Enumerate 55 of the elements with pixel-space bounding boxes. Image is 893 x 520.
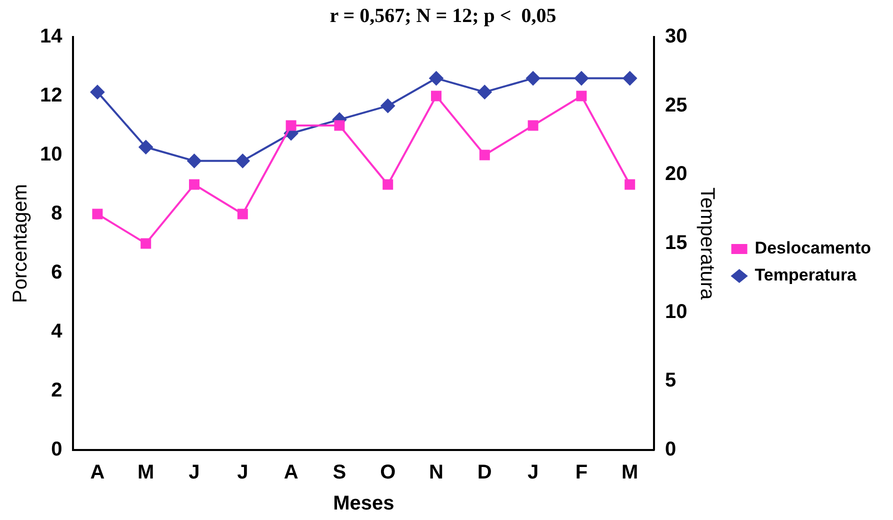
y2-tick-label: 20 [665, 163, 688, 186]
x-tick-label: N [429, 462, 444, 484]
point [187, 154, 202, 168]
x-tick-label: J [237, 462, 248, 484]
point [380, 98, 395, 113]
point [92, 208, 103, 220]
x-tick-label: F [575, 462, 588, 484]
x-tick-label: A [90, 462, 105, 484]
point [140, 238, 152, 249]
legend-label: Temperatura [754, 266, 858, 285]
point [622, 71, 637, 86]
y2-tick-label: 15 [665, 232, 688, 254]
point [286, 120, 296, 131]
point [237, 208, 248, 220]
point [90, 85, 104, 100]
point [382, 179, 394, 190]
point [334, 120, 345, 131]
point [236, 154, 250, 168]
x-tick-label: M [622, 462, 638, 484]
point [431, 90, 442, 102]
point [528, 120, 538, 131]
point [574, 71, 588, 86]
point [624, 179, 636, 190]
point [189, 179, 200, 190]
y-tick-label: 14 [40, 26, 64, 48]
y-tick-label: 6 [51, 262, 62, 284]
x-tick-label: J [527, 462, 539, 484]
y2-tick-label: 10 [665, 300, 688, 323]
x-tick-label: M [138, 462, 154, 484]
point [526, 71, 540, 86]
point [138, 140, 153, 154]
y-tick-label: 0 [51, 438, 62, 461]
x-axis-title: Meses [333, 492, 394, 515]
y-tick-label: 2 [51, 380, 62, 402]
y2-tick-label: 0 [665, 438, 676, 461]
legend-label: Deslocamento [754, 238, 871, 258]
y-tick-label: 8 [51, 202, 62, 225]
y2-axis-title: Temperatura [696, 187, 718, 301]
x-tick-label: O [380, 462, 396, 484]
point [576, 90, 587, 102]
point [478, 85, 492, 100]
y2-tick-label: 30 [665, 26, 688, 48]
chart-title: r = 0,567; N = 12; p < 0,05 [330, 5, 556, 28]
x-tick-label: S [332, 462, 346, 484]
y2-tick-label: 5 [665, 370, 676, 392]
y2-tick-label: 25 [665, 94, 688, 116]
y-tick-label: 10 [40, 144, 62, 166]
x-tick-label: J [188, 462, 200, 484]
x-tick-label: A [284, 462, 298, 484]
y-tick-label: 12 [40, 84, 62, 107]
y-tick-label: 4 [51, 320, 64, 343]
x-tick-label: D [477, 462, 492, 484]
point [429, 71, 444, 86]
point [479, 150, 490, 160]
y-axis-title: Porcentagem [10, 184, 32, 303]
